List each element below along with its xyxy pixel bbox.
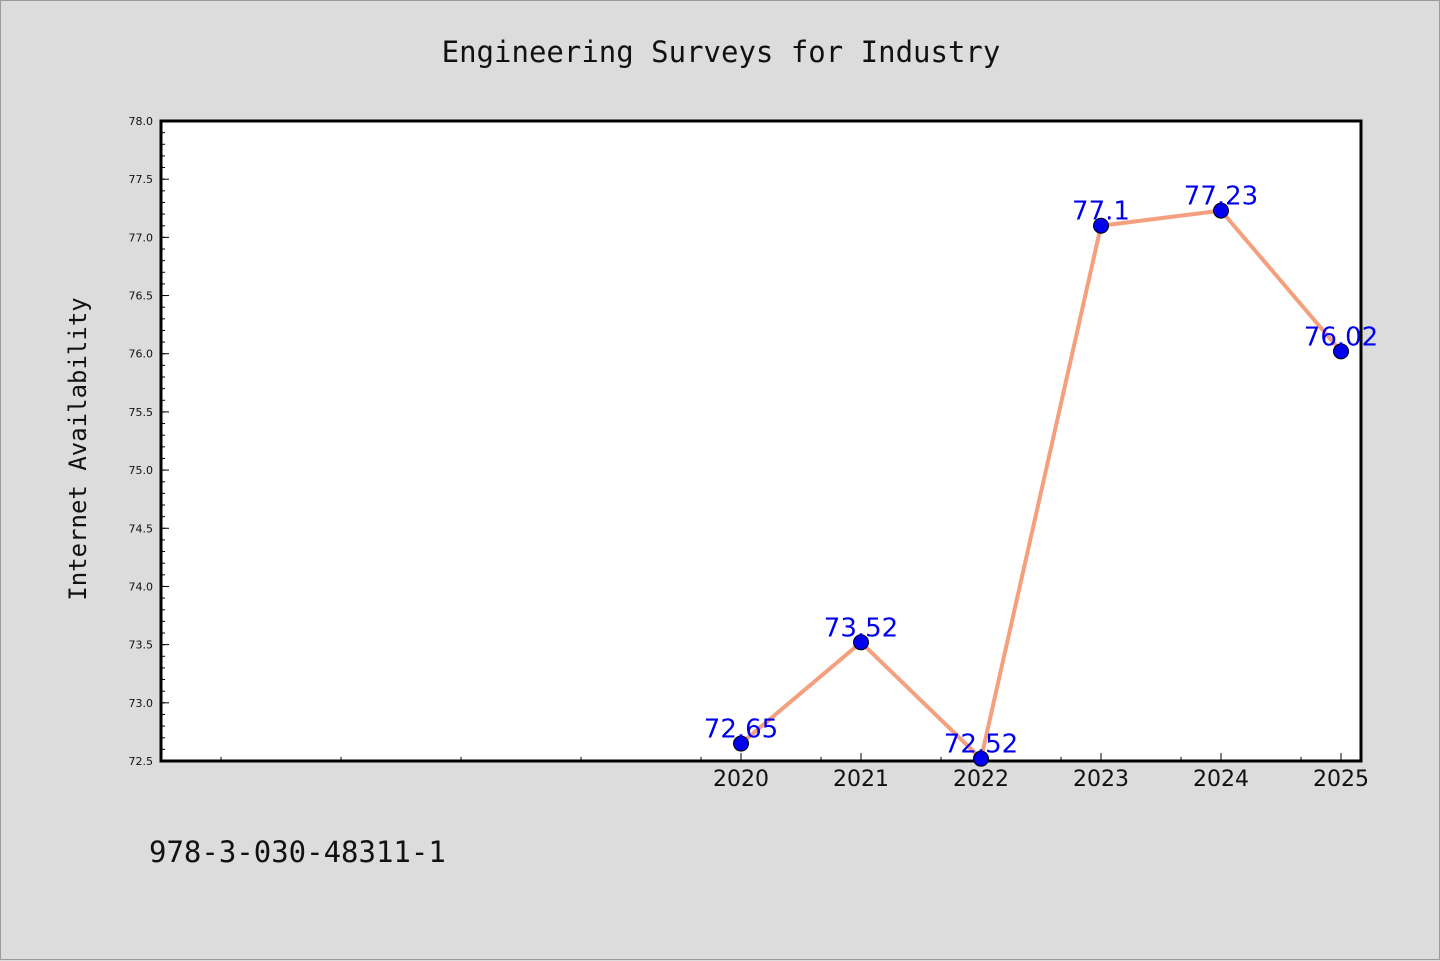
y-tick-label: 77.0 <box>129 231 154 244</box>
x-tick-label: 2024 <box>1193 767 1249 792</box>
y-tick-label: 74.0 <box>129 580 154 593</box>
x-tick-label: 2021 <box>833 767 889 792</box>
y-tick-label: 74.5 <box>129 522 154 535</box>
data-label: 77.1 <box>1072 197 1130 227</box>
y-tick-label: 75.0 <box>129 464 154 477</box>
data-label: 72.65 <box>704 715 778 745</box>
x-tick-label: 2023 <box>1073 767 1129 792</box>
data-label: 76.02 <box>1304 322 1378 352</box>
data-point <box>1333 343 1349 360</box>
data-point <box>733 735 749 752</box>
x-tick-label: 2020 <box>713 767 769 792</box>
data-point <box>973 750 989 767</box>
y-tick-label: 75.5 <box>129 406 154 419</box>
plot-frame <box>159 119 1363 763</box>
y-tick-label: 72.5 <box>129 755 154 768</box>
data-label: 72.52 <box>944 730 1018 760</box>
plot-area <box>161 121 1361 761</box>
x-tick-label: 2025 <box>1313 767 1369 792</box>
footer-text: 978-3-030-48311-1 <box>149 835 446 869</box>
y-tick-label: 78.0 <box>129 115 154 128</box>
data-point <box>853 634 869 651</box>
y-tick-label: 77.5 <box>129 173 154 186</box>
y-tick-label: 73.0 <box>129 697 154 710</box>
series-line <box>739 208 1343 761</box>
y-tick-label: 73.5 <box>129 639 154 652</box>
chart-title: Engineering Surveys for Industry <box>441 35 1001 69</box>
y-tick-label: 76.5 <box>129 290 154 303</box>
data-point <box>1093 217 1109 234</box>
data-point <box>1213 202 1229 219</box>
x-tick-label: 2022 <box>953 767 1009 792</box>
data-label: 73.52 <box>824 613 898 643</box>
y-tick-label: 76.0 <box>129 348 154 361</box>
data-label: 77.23 <box>1184 182 1258 212</box>
